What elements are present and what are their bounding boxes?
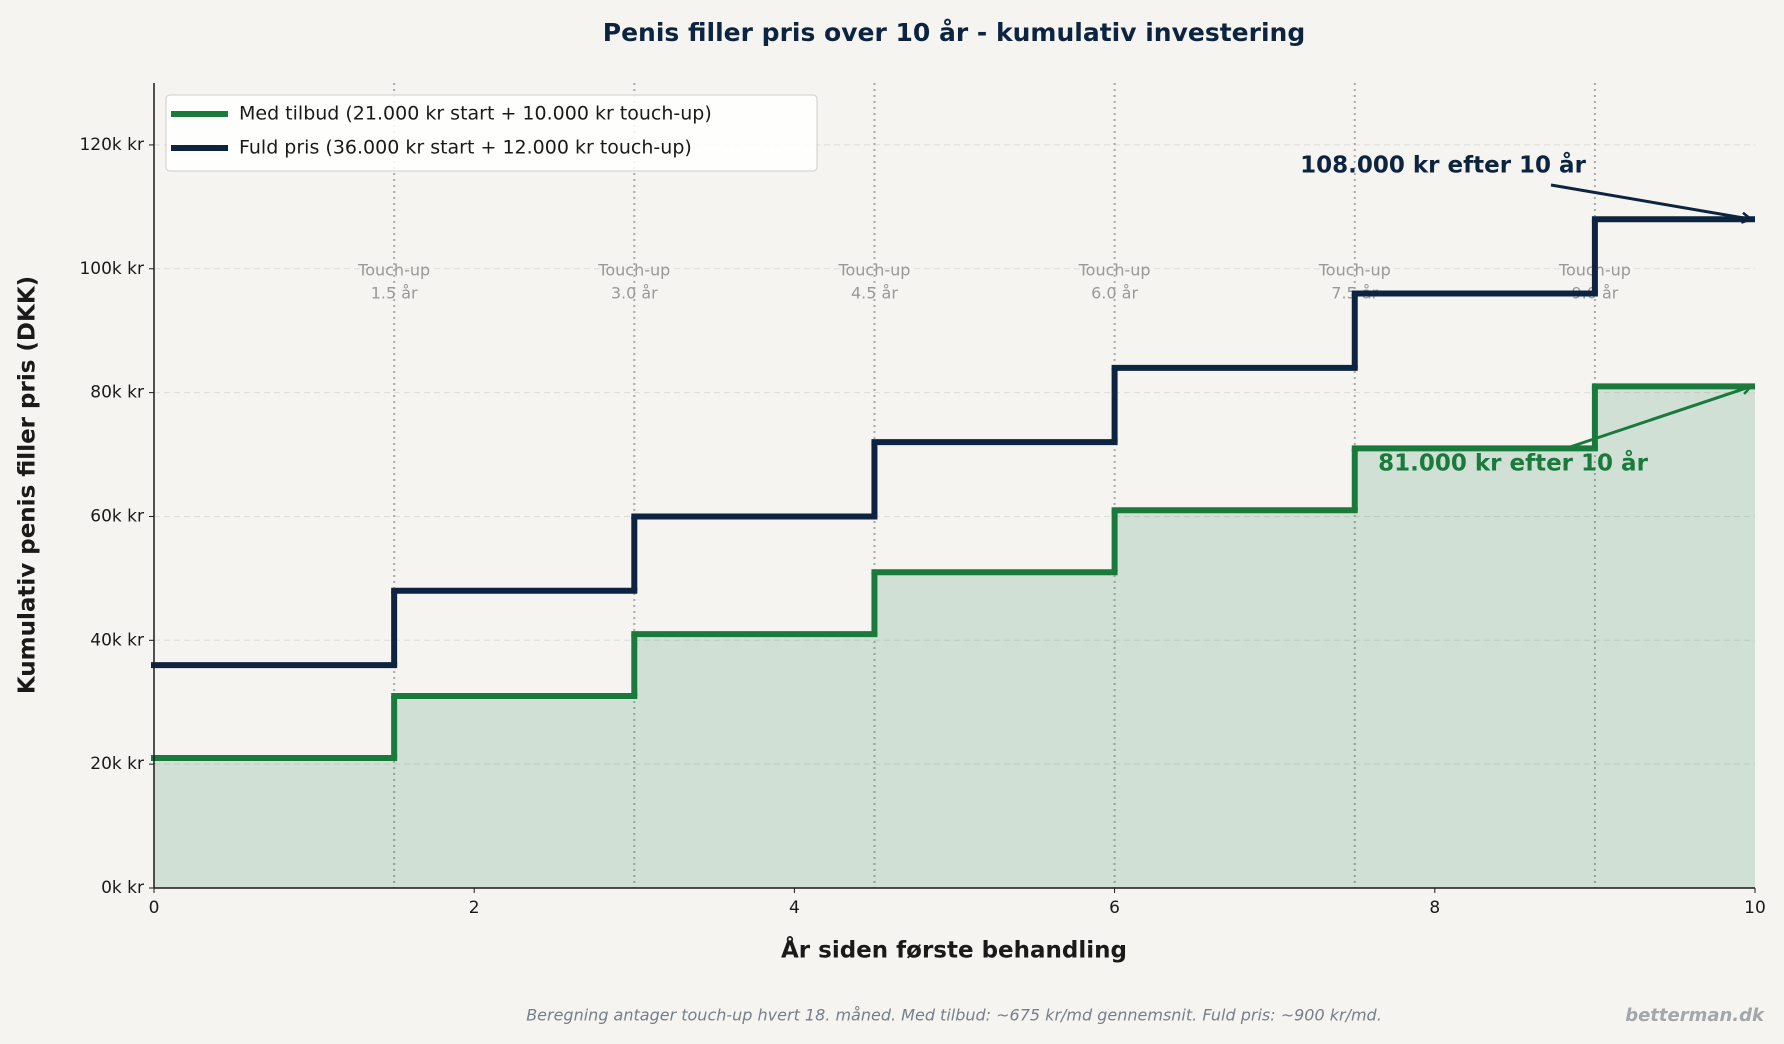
y-tick-label: 100k kr <box>79 259 144 279</box>
y-tick-label: 80k kr <box>90 383 144 403</box>
x-tick-label: 8 <box>1429 898 1440 918</box>
y-tick-label: 20k kr <box>90 754 144 774</box>
y-tick-label: 120k kr <box>79 135 144 155</box>
touchup-label: Touch-up <box>837 261 910 280</box>
legend-label: Fuld pris (36.000 kr start + 12.000 kr t… <box>239 137 692 159</box>
touchup-label: Touch-up <box>357 261 430 280</box>
touchup-sublabel: 3.0 år <box>611 284 658 303</box>
x-tick-label: 6 <box>1109 898 1120 918</box>
touchup-sublabel: 6.0 år <box>1091 284 1138 303</box>
y-axis-label: Kumulativ penis filler pris (DKK) <box>15 276 41 694</box>
x-tick-label: 10 <box>1744 898 1766 918</box>
watermark: betterman.dk <box>1625 1005 1765 1026</box>
touchup-label: Touch-up <box>1318 261 1391 280</box>
footnote: Beregning antager touch-up hvert 18. mån… <box>526 1006 1382 1025</box>
annotation-arrow <box>1550 183 1751 219</box>
touchup-label: Touch-up <box>1078 261 1151 280</box>
y-tick-label: 40k kr <box>90 630 144 650</box>
chart-title: Penis filler pris over 10 år - kumulativ… <box>603 18 1305 47</box>
x-tick-label: 4 <box>789 898 800 918</box>
y-tick-label: 60k kr <box>90 506 144 526</box>
x-tick-label: 0 <box>149 898 160 918</box>
touchup-sublabel: 4.5 år <box>851 284 898 303</box>
x-axis-label: År siden første behandling <box>781 936 1127 964</box>
x-tick-label: 2 <box>469 898 480 918</box>
annotation-text: 81.000 kr efter 10 år <box>1378 450 1648 477</box>
annotation-arrow <box>1569 386 1751 449</box>
legend-label: Med tilbud (21.000 kr start + 10.000 kr … <box>239 103 712 125</box>
touchup-sublabel: 1.5 år <box>371 284 418 303</box>
legend-box <box>165 94 818 172</box>
y-tick-label: 0k kr <box>101 878 144 898</box>
annotation-text: 108.000 kr efter 10 år <box>1300 152 1586 179</box>
touchup-label: Touch-up <box>597 261 670 280</box>
